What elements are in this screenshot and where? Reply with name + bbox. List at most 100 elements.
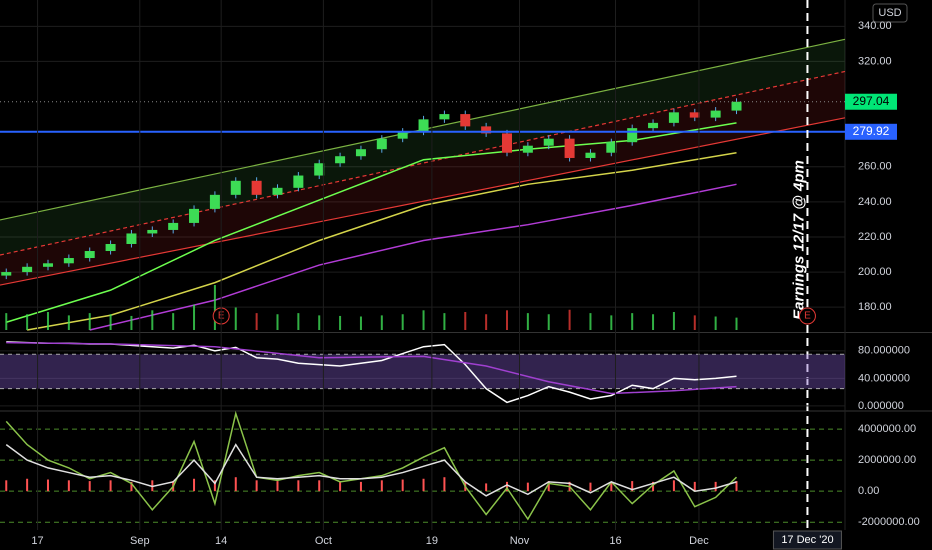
- candle-body: [168, 222, 179, 230]
- candle-body: [418, 119, 429, 132]
- candle-body: [689, 112, 700, 118]
- histogram-bar: [297, 480, 300, 492]
- volume-bar: [172, 313, 175, 330]
- candle-body: [627, 128, 638, 143]
- channel-lower-fill: [0, 71, 845, 286]
- candle-body: [230, 180, 241, 195]
- histogram-bar: [547, 481, 550, 492]
- volume-bar: [610, 315, 613, 330]
- histogram-bar: [401, 479, 404, 492]
- y-tick-label: 260.00: [858, 161, 892, 173]
- x-tick-label: Nov: [510, 535, 530, 547]
- x-tick-label: Dec: [689, 535, 709, 547]
- candle-body: [209, 194, 220, 209]
- candle-body: [63, 258, 74, 264]
- histogram-bar: [714, 481, 717, 492]
- histogram-bar: [213, 480, 216, 492]
- y-tick-label: 80.000000: [858, 345, 910, 357]
- candle-body: [376, 138, 387, 150]
- candle-body: [564, 138, 575, 158]
- event-annotation: Earnings 12/17 @ 4pm: [790, 160, 807, 320]
- candle-body: [585, 152, 596, 158]
- candle-body: [251, 180, 262, 195]
- volume-bar: [151, 310, 154, 330]
- candle-body: [105, 243, 116, 252]
- y-tick-label: 220.00: [858, 231, 892, 243]
- volume-bar: [506, 310, 508, 330]
- candle-body: [397, 131, 408, 139]
- histogram-bar: [631, 481, 634, 492]
- y-tick-label: 240.00: [858, 196, 892, 208]
- histogram-bar: [109, 480, 112, 492]
- histogram-bar: [67, 480, 70, 492]
- last-price-label: 297.04: [853, 94, 890, 108]
- last-price-badge: [845, 93, 897, 110]
- volume-bar: [672, 312, 675, 330]
- candle-body: [272, 187, 283, 195]
- volume-bar: [526, 313, 529, 330]
- histogram-bar: [46, 479, 49, 492]
- histogram-bar: [255, 480, 258, 492]
- candle-body: [502, 133, 512, 153]
- volume-bar: [714, 316, 717, 330]
- y-tick-label: 200.00: [858, 266, 892, 278]
- histogram-bar: [88, 481, 91, 492]
- x-tick-label: 16: [609, 535, 621, 547]
- candle-body: [314, 163, 325, 176]
- candle-body: [710, 110, 721, 118]
- moving-average: [26, 151, 737, 331]
- currency: USD: [878, 7, 901, 19]
- volume-bar: [485, 314, 488, 330]
- histogram-bar: [130, 481, 133, 492]
- band: [0, 354, 845, 389]
- histogram-bar: [610, 481, 613, 492]
- y-tick-label: 0.00: [858, 485, 879, 497]
- histogram-bar: [443, 477, 446, 492]
- volume-bar: [464, 312, 467, 330]
- earnings-label: E: [804, 311, 811, 322]
- indicator-line: [6, 341, 737, 395]
- candle-body: [147, 229, 158, 234]
- candle-body: [84, 251, 95, 259]
- candle-body: [42, 263, 53, 267]
- y-tick-label: 340.00: [858, 20, 892, 32]
- volume-bar: [318, 315, 321, 330]
- volume-bar: [652, 314, 655, 330]
- volume-bar: [5, 313, 8, 330]
- volume-bar: [46, 312, 49, 330]
- moving-average: [6, 122, 737, 323]
- y-tick-label: 4000000.00: [858, 423, 916, 435]
- x-tick-label: 19: [426, 535, 438, 547]
- y-tick-label: 40.000000: [858, 372, 910, 384]
- cursor-label: 17 Dec '20: [781, 534, 833, 546]
- indicator-line: [5, 443, 737, 497]
- volume-bar: [568, 309, 571, 330]
- volume-bar: [88, 313, 91, 330]
- volume-bar: [130, 315, 133, 330]
- histogram-bar: [506, 481, 508, 492]
- volume-bar: [422, 310, 425, 330]
- volume-bar: [693, 315, 696, 330]
- volume-bar: [276, 314, 279, 330]
- histogram-bar: [589, 482, 592, 492]
- histogram-bar: [276, 481, 279, 492]
- histogram-bar: [234, 477, 237, 492]
- candle-body: [648, 122, 659, 129]
- y-tick-label: 2000000.00: [858, 454, 916, 466]
- x-tick-label: 17: [31, 535, 43, 547]
- volume-bar: [359, 316, 362, 330]
- histogram-bar: [422, 478, 425, 492]
- cursor-badge: [772, 530, 842, 550]
- histogram-bar: [193, 478, 196, 492]
- histogram-bar: [359, 481, 362, 492]
- candle-body: [439, 114, 450, 120]
- histogram-bar: [735, 481, 738, 492]
- x-tick-label: Oct: [315, 535, 332, 547]
- volume-bar: [735, 317, 738, 330]
- volume-bar: [380, 315, 383, 330]
- volume-bar: [234, 307, 237, 330]
- y-tick-label: -2000000.00: [858, 516, 920, 528]
- volume-bar: [339, 315, 342, 330]
- price-line-badge: [845, 123, 897, 140]
